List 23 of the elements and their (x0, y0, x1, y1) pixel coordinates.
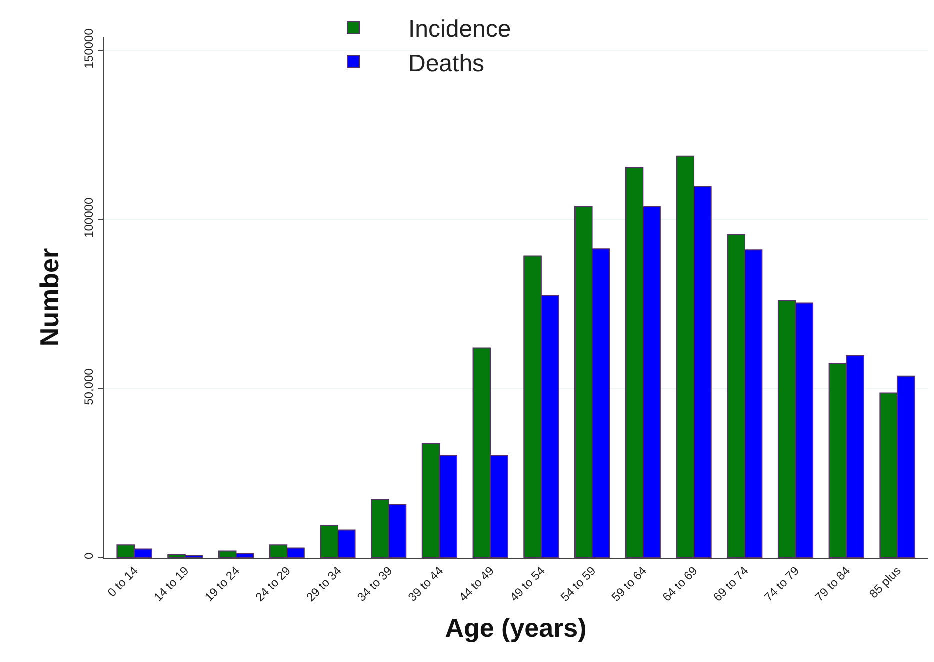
y-tick-label: 100000 (82, 198, 96, 238)
x-tick-label: 0 to 14 (105, 564, 142, 600)
x-tick-label: 79 to 84 (812, 564, 854, 604)
x-tick-label: 34 to 39 (354, 564, 396, 604)
x-tick-label: 44 to 49 (456, 564, 498, 604)
x-axis-title: Age (years) (445, 613, 587, 644)
x-tick-label: 19 to 24 (202, 564, 243, 604)
y-tick-label: 150000 (82, 28, 96, 69)
x-tick-label: 14 to 19 (151, 564, 192, 604)
legend-label: Incidence (408, 16, 512, 44)
x-tick-label: 59 to 64 (608, 564, 650, 604)
y-tick-label: 50,000 (82, 368, 96, 406)
x-tick-label: 54 to 59 (558, 564, 599, 604)
legend-label: Deaths (408, 50, 485, 78)
x-tick-label: 29 to 34 (304, 564, 345, 604)
y-tick-label: 0 (82, 552, 96, 560)
x-tick-label: 69 to 74 (710, 564, 752, 604)
x-tick-label: 49 to 54 (507, 564, 548, 604)
x-tick-label: 64 to 69 (660, 564, 701, 604)
x-tick-label: 74 to 79 (762, 564, 802, 604)
x-tick-label: 39 to 44 (405, 564, 446, 604)
x-tick-label: 24 to 29 (252, 564, 294, 604)
y-axis-title: Number (34, 248, 65, 347)
